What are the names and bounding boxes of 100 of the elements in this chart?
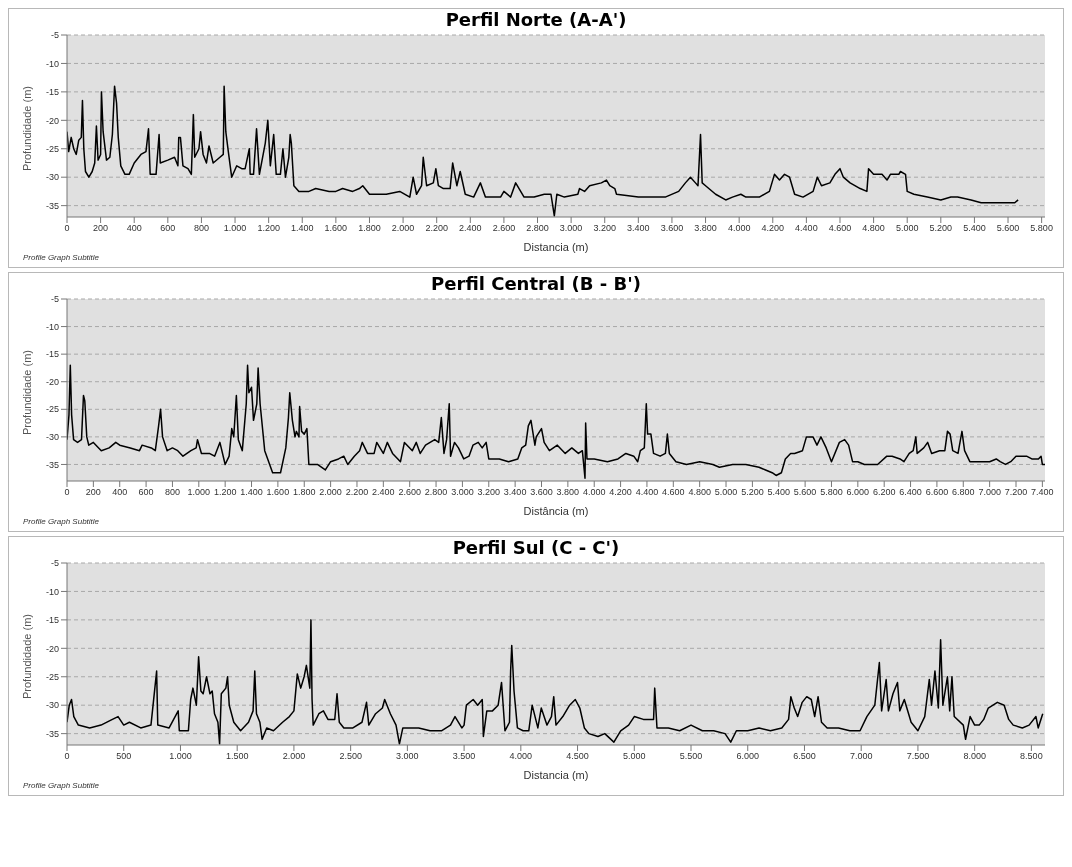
x-tick-label: 600	[160, 223, 176, 234]
x-tick-label: 7.000	[978, 487, 1001, 498]
x-tick-label: 4.000	[509, 751, 533, 762]
x-tick-label: 3.500	[452, 751, 476, 762]
y-tick-label: -35	[45, 728, 59, 739]
x-tick-label: 7.400	[1031, 487, 1054, 498]
x-tick-label: 5.800	[1030, 223, 1053, 234]
y-tick-label: -10	[45, 321, 59, 332]
x-tick-label: 4.600	[828, 223, 852, 234]
x-tick-label: 1.400	[240, 487, 263, 498]
y-tick-label: -30	[45, 700, 59, 711]
x-axis-title: Distancia (m)	[523, 769, 589, 781]
x-tick-label: 1.600	[266, 487, 290, 498]
x-tick-label: 5.400	[963, 223, 986, 234]
x-tick-label: 3.000	[396, 751, 419, 762]
x-tick-label: 4.000	[727, 223, 751, 234]
x-tick-label: 4.800	[862, 223, 885, 234]
y-tick-label: -25	[45, 671, 59, 682]
x-tick-label: 7.500	[906, 751, 930, 762]
x-tick-label: 1.000	[223, 223, 247, 234]
x-tick-label: 5.000	[623, 751, 646, 762]
x-tick-label: 4.500	[566, 751, 589, 762]
x-axis-title: Distância (m)	[523, 505, 589, 517]
x-tick-label: 1.000	[187, 487, 211, 498]
x-tick-label: 3.000	[451, 487, 474, 498]
x-tick-label: 1.800	[292, 487, 316, 498]
x-tick-label: 4.800	[688, 487, 711, 498]
x-tick-label: 1.600	[324, 223, 348, 234]
y-axis-title: Profundidade (m)	[20, 86, 33, 171]
y-tick-label: -10	[45, 586, 59, 597]
x-tick-label: 5.500	[679, 751, 703, 762]
x-tick-label: 4.600	[662, 487, 685, 498]
x-tick-label: 4.200	[609, 487, 632, 498]
y-tick-label: -20	[45, 643, 59, 654]
x-tick-label: 2.600	[492, 223, 516, 234]
x-tick-label: 5.600	[793, 487, 817, 498]
x-tick-label: 3.800	[694, 223, 717, 234]
x-tick-label: 2.800	[424, 487, 448, 498]
x-tick-label: 6.000	[736, 751, 760, 762]
x-tick-label: 4.400	[795, 223, 818, 234]
x-tick-label: 6.400	[899, 487, 922, 498]
x-tick-label: 3.000	[559, 223, 583, 234]
x-tick-label: 3.600	[530, 487, 553, 498]
x-tick-label: 5.000	[895, 223, 919, 234]
line-series	[67, 85, 1019, 217]
text: Profile Graph Subtitle	[22, 781, 101, 792]
x-tick-label: 1.800	[358, 223, 381, 234]
text: Profile Graph Subtitle	[22, 517, 101, 528]
x-tick-label: 5.800	[820, 487, 843, 498]
x-tick-label: 3.800	[556, 487, 580, 498]
y-tick-label: -25	[45, 404, 59, 415]
x-tick-label: 2.800	[526, 223, 549, 234]
x-tick-label: 2.200	[425, 223, 448, 234]
y-tick-label: -15	[45, 615, 59, 626]
x-tick-label: 800	[164, 487, 180, 498]
y-tick-label: -10	[45, 58, 59, 69]
x-tick-label: 2.000	[391, 223, 415, 234]
x-tick-label: 8.500	[1020, 751, 1043, 762]
text: Profile Graph Subtitle	[22, 253, 101, 264]
x-tick-label: 800	[193, 223, 209, 234]
x-tick-label: 0	[64, 487, 70, 498]
y-tick-label: -5	[50, 558, 59, 569]
x-tick-label: 2.000	[319, 487, 342, 498]
x-tick-label: 6.800	[952, 487, 975, 498]
chart-title: Perfil Sul (C - C')	[451, 537, 621, 559]
y-axis-title: Profundidade (m)	[20, 350, 33, 435]
x-tick-label: 5.600	[996, 223, 1020, 234]
x-tick-label: 3.200	[477, 487, 501, 498]
y-tick-label: -5	[50, 294, 59, 305]
x-tick-label: 2.400	[372, 487, 395, 498]
y-tick-label: -35	[45, 200, 59, 211]
x-tick-label: 6.200	[872, 487, 896, 498]
x-tick-label: 2.000	[282, 751, 306, 762]
x-tick-label: 8.000	[963, 751, 986, 762]
y-tick-label: -35	[45, 459, 59, 470]
y-axis-title: Profundidade (m)	[20, 614, 33, 699]
y-tick-label: -15	[45, 87, 59, 98]
x-tick-label: 3.400	[503, 487, 527, 498]
x-tick-label: 4.000	[582, 487, 606, 498]
x-tick-label: 3.400	[627, 223, 650, 234]
y-tick-label: -20	[45, 115, 59, 126]
x-tick-label: 7.000	[849, 751, 873, 762]
y-tick-label: -25	[45, 143, 59, 154]
x-tick-label: 7.200	[1004, 487, 1028, 498]
x-tick-label: 1.200	[213, 487, 237, 498]
x-tick-label: 6.000	[846, 487, 870, 498]
x-tick-label: 0	[64, 751, 70, 762]
x-tick-label: 600	[138, 487, 154, 498]
x-tick-label: 1.200	[257, 223, 280, 234]
y-tick-label: -30	[45, 172, 59, 183]
x-tick-label: 3.200	[593, 223, 616, 234]
y-tick-label: -15	[45, 349, 59, 360]
x-tick-label: 200	[93, 223, 109, 234]
x-tick-label: 1.000	[169, 751, 192, 762]
x-tick-label: 2.500	[339, 751, 362, 762]
x-tick-label: 3.600	[660, 223, 684, 234]
x-tick-label: 5.200	[741, 487, 764, 498]
y-tick-label: -20	[45, 376, 59, 387]
x-axis-title: Distancia (m)	[523, 241, 589, 253]
x-tick-label: 500	[116, 751, 132, 762]
